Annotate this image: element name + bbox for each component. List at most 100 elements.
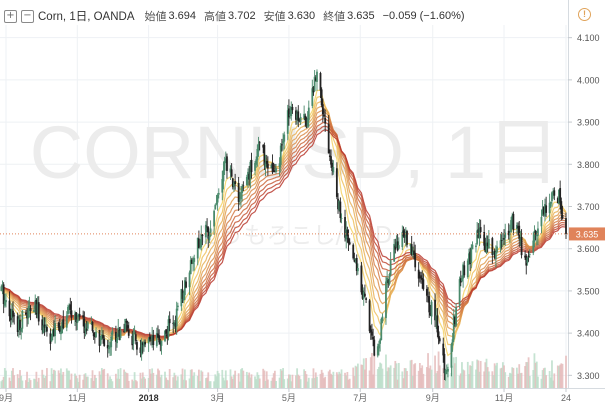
candle-body [389, 260, 392, 275]
volume-bar [124, 371, 127, 388]
volume-bar [250, 374, 253, 388]
candle-body [200, 233, 203, 248]
volume-bar [102, 369, 104, 388]
volume-bar [414, 363, 417, 388]
volume-bar [245, 371, 248, 388]
volume-bar [278, 377, 281, 388]
symbol-title[interactable]: Corn, 1日, OANDA [38, 11, 135, 23]
volume-bar [561, 363, 564, 388]
candle-body [559, 187, 562, 203]
volume-bar [345, 375, 348, 388]
volume-bar [365, 358, 367, 388]
volume-bar [17, 378, 20, 388]
volume-bar [404, 368, 407, 388]
candles [0, 69, 567, 381]
last-price-line: 3.635 [0, 227, 605, 241]
candle-body [238, 199, 241, 201]
volume-bar [262, 368, 265, 388]
volume-bar [420, 368, 422, 388]
candle-body [57, 323, 60, 328]
candle-body [254, 162, 256, 171]
volume-bar [10, 370, 13, 388]
candle-body [100, 334, 103, 340]
volume-bar [304, 371, 307, 388]
price-tick-label: 3.900 [577, 118, 600, 128]
last-price-label: 3.635 [576, 229, 599, 239]
candle-body [257, 143, 260, 152]
candle-body [193, 258, 196, 262]
volume-bar [413, 364, 415, 388]
candle-body [381, 316, 384, 322]
volume-bar [192, 375, 194, 388]
candle-body [371, 331, 373, 336]
volume-bar [344, 372, 346, 388]
candle-body [199, 247, 201, 248]
volume-bar [174, 375, 177, 388]
volume-bar [242, 370, 245, 388]
candle-body [205, 224, 207, 238]
candle-body [493, 250, 496, 259]
candle-body [224, 158, 227, 163]
volume-bar [455, 356, 458, 388]
price-tick-label: 4.100 [577, 33, 600, 43]
volume-bar [27, 381, 30, 388]
candle-body [98, 329, 101, 346]
volume-bar [74, 373, 76, 388]
volume-bar [524, 366, 526, 388]
candle-body [410, 244, 413, 255]
alert-icon[interactable]: ! [578, 8, 591, 21]
volume-bar [255, 379, 258, 388]
volume-bar [542, 368, 545, 388]
time-axis[interactable]: 9月 11月 2018 3月 5月 7月 9月 11月 24 [0, 388, 605, 403]
candle-body [70, 310, 73, 318]
volume-bar [110, 378, 113, 388]
time-tick-label: 3月 [211, 393, 225, 403]
candle-body [176, 305, 179, 308]
volume-bar [496, 362, 498, 388]
volume-bar [222, 377, 225, 388]
volume-bar [283, 379, 286, 388]
candle-body [344, 217, 346, 238]
candle-body [321, 104, 324, 115]
candle-body [314, 78, 317, 81]
volume-bar [425, 367, 428, 388]
candle-body [477, 229, 480, 238]
volume-bar [12, 368, 14, 388]
volume-bar [339, 373, 342, 388]
volume-bar [46, 368, 48, 388]
candle-body [216, 194, 219, 203]
candle-body [518, 225, 521, 240]
candle-body [368, 300, 371, 332]
volume-bar [393, 367, 396, 388]
candle-body [160, 340, 163, 346]
candle-body [201, 234, 204, 237]
candle-body [237, 182, 240, 202]
volume-bar [303, 369, 306, 388]
candle-body [487, 239, 490, 249]
candle-body [175, 308, 178, 327]
volume-bar [241, 368, 244, 388]
volume-bar [223, 380, 226, 388]
volume-bar [492, 375, 495, 388]
collapse-icon[interactable]: − [21, 9, 34, 23]
candle-body [561, 214, 564, 219]
time-tick-label: 11月 [68, 393, 86, 403]
volume-bar [33, 378, 35, 388]
volume-bar [434, 355, 436, 388]
volume-bar [62, 371, 65, 388]
candle-body [58, 326, 61, 333]
candle-body [442, 343, 445, 356]
candle-body [155, 333, 158, 346]
symbol-legend: + − Corn, 1日, OANDA 始値 3.694 高値 3.702 安値… [4, 7, 465, 25]
volume-bar [478, 371, 481, 388]
candle-body [323, 114, 325, 117]
volume-bar [176, 376, 179, 388]
expand-icon[interactable]: + [4, 9, 17, 23]
volume-bar [508, 372, 511, 388]
candle-body [278, 163, 281, 168]
candle-body [414, 253, 417, 268]
volume-bar [401, 371, 404, 388]
candle-body [21, 310, 24, 329]
price-axis[interactable]: 4.100 4.000 3.900 3.800 3.700 3.600 3.500 3.400… [568, 0, 605, 408]
